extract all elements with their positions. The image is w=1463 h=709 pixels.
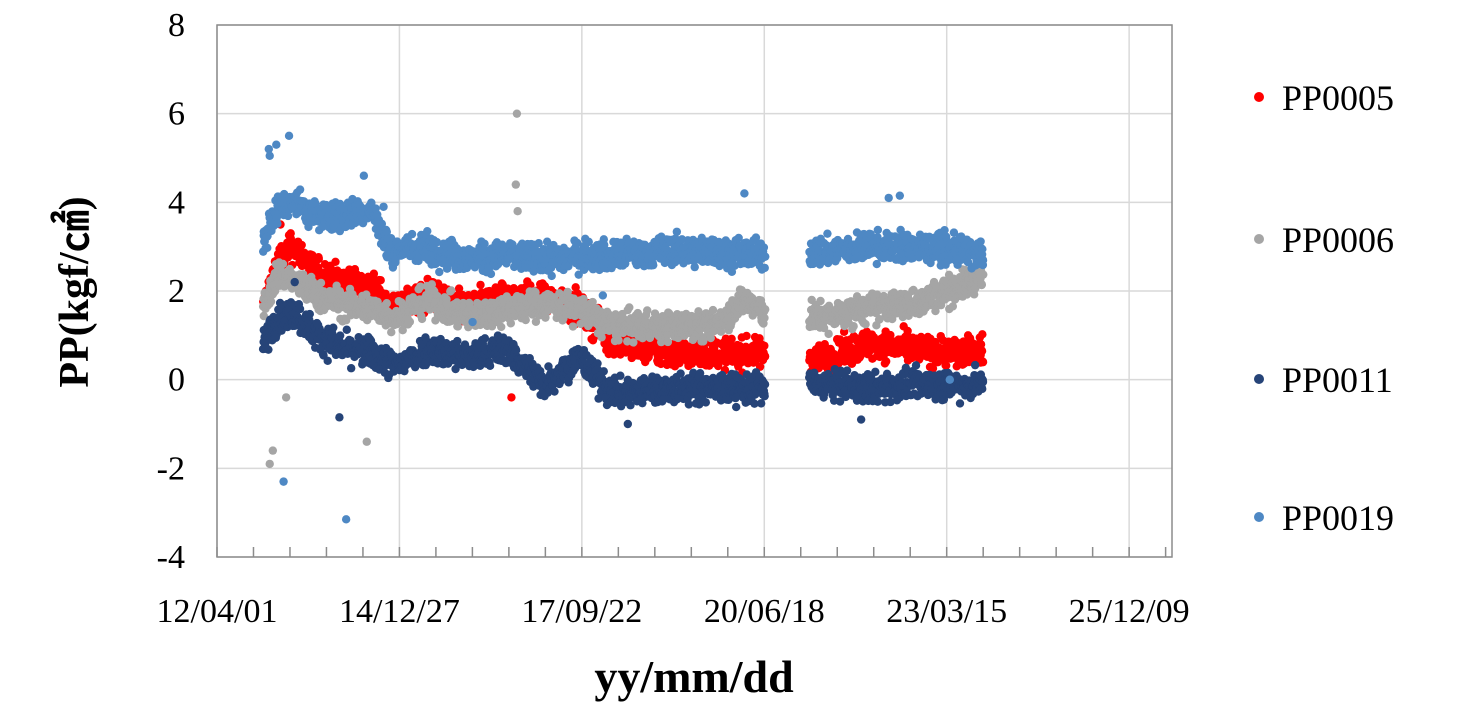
data-point	[760, 392, 768, 400]
data-point	[978, 280, 986, 288]
data-point	[476, 281, 484, 289]
data-point	[614, 336, 622, 344]
x-axis-minor-ticks	[217, 547, 1166, 557]
data-point	[279, 260, 287, 268]
outlier-point	[513, 207, 521, 215]
data-point	[376, 276, 384, 284]
data-point	[742, 332, 750, 340]
data-point	[507, 319, 515, 327]
outlier-point	[287, 229, 295, 237]
data-point	[760, 342, 768, 350]
outlier-point	[363, 438, 371, 446]
data-point	[882, 357, 890, 365]
data-point	[685, 400, 693, 408]
data-point	[298, 241, 306, 249]
data-point	[709, 306, 717, 314]
data-point	[347, 364, 355, 372]
data-point	[406, 318, 414, 326]
data-point	[387, 328, 395, 336]
data-point	[824, 330, 832, 338]
data-point	[871, 368, 879, 376]
outlier-point	[269, 446, 277, 454]
data-point	[727, 335, 735, 343]
data-point	[329, 323, 337, 331]
data-point	[343, 326, 351, 334]
data-point	[761, 305, 769, 313]
data-point	[761, 380, 769, 388]
data-point	[732, 403, 740, 411]
data-point	[264, 345, 272, 353]
data-point	[323, 357, 331, 365]
data-point	[874, 397, 882, 405]
data-point	[550, 387, 558, 395]
data-point	[849, 322, 857, 330]
data-point	[600, 367, 608, 375]
data-point	[336, 331, 344, 339]
data-point	[861, 320, 869, 328]
data-point	[978, 347, 986, 355]
data-point	[497, 323, 505, 331]
data-point	[625, 303, 633, 311]
data-point	[616, 372, 624, 380]
outlier-point	[266, 460, 274, 468]
data-point	[331, 258, 339, 266]
data-point	[453, 337, 461, 345]
data-point	[979, 358, 987, 366]
data-point	[816, 297, 824, 305]
data-point	[979, 270, 987, 278]
outlier-point	[507, 393, 515, 401]
data-point	[978, 330, 986, 338]
data-points	[259, 109, 988, 523]
data-point	[418, 315, 426, 323]
data-point	[702, 398, 710, 406]
data-point	[522, 316, 530, 324]
data-point	[903, 327, 911, 335]
data-point	[643, 306, 651, 314]
data-point	[569, 322, 577, 330]
data-point	[486, 362, 494, 370]
data-point	[317, 279, 325, 287]
data-point	[757, 399, 765, 407]
outlier-point	[513, 109, 521, 117]
data-point	[676, 369, 684, 377]
data-point	[912, 361, 920, 369]
data-point	[447, 286, 455, 294]
data-point	[383, 299, 391, 307]
data-point	[942, 361, 950, 369]
data-point	[843, 366, 851, 374]
data-point	[760, 314, 768, 322]
outlier-point	[282, 393, 290, 401]
data-point	[664, 338, 672, 346]
data-point	[761, 352, 769, 360]
data-point	[481, 334, 489, 342]
data-point	[306, 310, 314, 318]
outlier-point	[512, 180, 520, 188]
